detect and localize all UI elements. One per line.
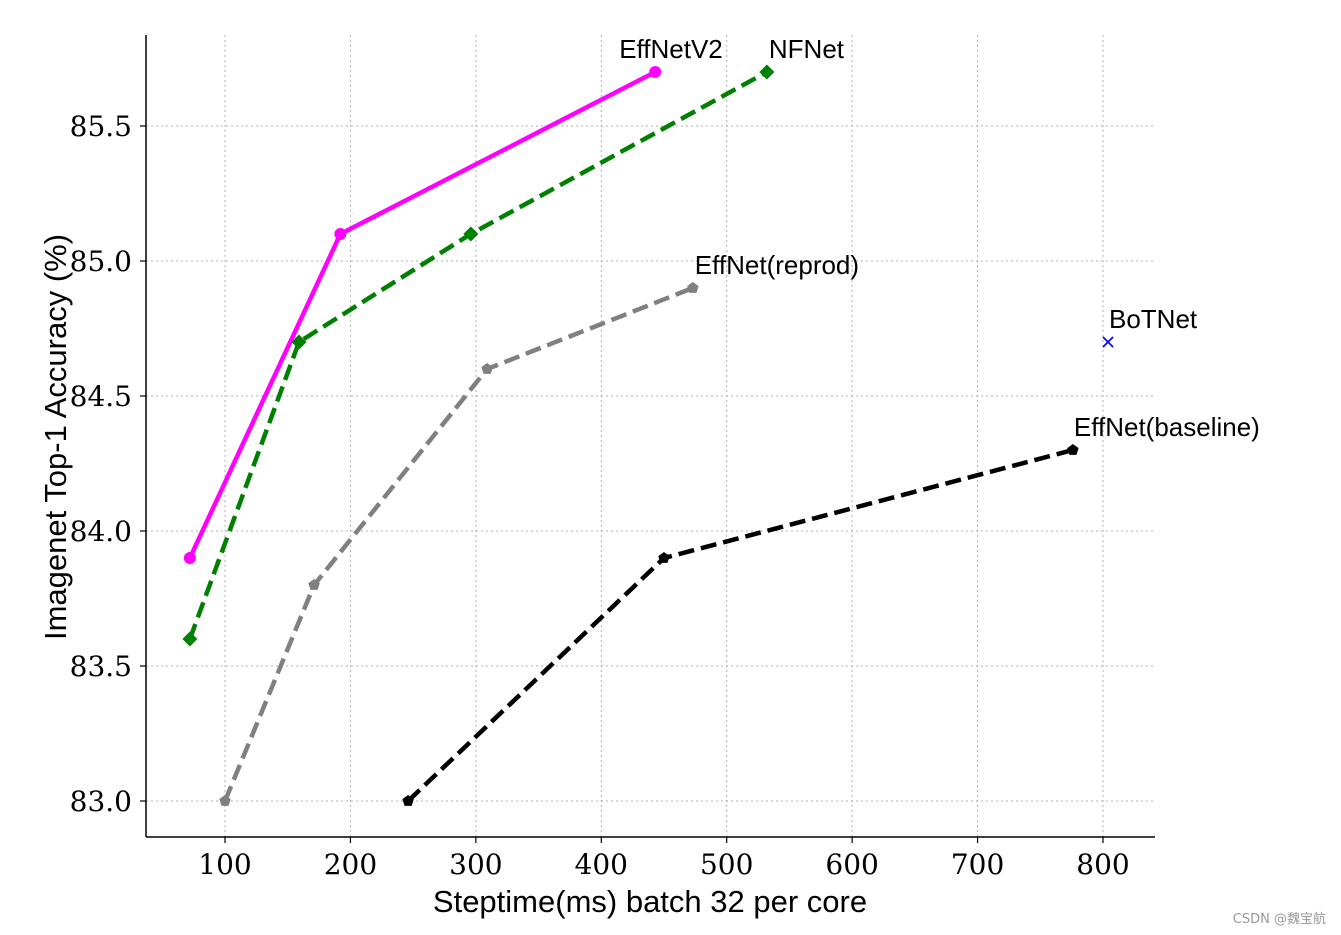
label-effnet-baseline: EffNet(baseline) xyxy=(1074,412,1260,442)
point-effnet-baseline xyxy=(658,552,670,563)
point-effnet-baseline xyxy=(402,795,414,806)
point-nfnet xyxy=(463,226,479,242)
series-effnet-reprod xyxy=(219,282,699,806)
x-tick-label: 200 xyxy=(324,848,377,881)
line-effnet-baseline xyxy=(406,447,1074,803)
y-tick-label: 84.0 xyxy=(70,515,132,548)
watermark: CSDN @魏宝航 xyxy=(1233,911,1326,927)
axes-spines xyxy=(145,35,1155,838)
point-effnetv2 xyxy=(649,66,662,78)
point-effnet-baseline xyxy=(1067,444,1079,455)
data-series xyxy=(182,64,1114,806)
point-effnetv2 xyxy=(183,552,196,564)
point-effnetv2 xyxy=(334,228,347,240)
x-tick-label: 800 xyxy=(1076,848,1129,881)
x-tick-label: 300 xyxy=(449,848,502,881)
series-effnetv2 xyxy=(183,66,662,564)
x-tick-label: 400 xyxy=(575,848,628,881)
x-axis-title: Steptime(ms) batch 32 per core xyxy=(433,884,867,919)
x-tick-label: 100 xyxy=(198,848,251,881)
point-nfnet xyxy=(182,631,198,647)
ticks: 100 200 300 400 500 600 700 800 83.0 83.5 84.0 84.5… xyxy=(70,110,1130,881)
label-effnetv2: EffNetV2 xyxy=(619,34,723,64)
label-botnet: BoTNet xyxy=(1109,304,1198,334)
point-effnet-reprod xyxy=(481,363,493,374)
series-labels: EffNetV2 NFNet EffNet(reprod) BoTNet EffNet(… xyxy=(619,34,1260,442)
series-nfnet xyxy=(182,64,775,647)
x-tick-label: 600 xyxy=(825,848,878,881)
label-nfnet: NFNet xyxy=(769,34,845,64)
point-nfnet xyxy=(759,64,775,80)
series-botnet xyxy=(1102,336,1114,348)
y-tick-label: 83.5 xyxy=(70,650,132,683)
y-tick-label: 85.0 xyxy=(70,245,132,278)
point-effnet-reprod xyxy=(308,579,320,590)
y-axis-title: Imagenet Top-1 Accuracy (%) xyxy=(38,234,73,640)
grid-lines xyxy=(146,35,1155,837)
y-tick-label: 84.5 xyxy=(70,380,132,413)
label-effnet-reprod: EffNet(reprod) xyxy=(695,250,859,280)
y-tick-label: 85.5 xyxy=(70,110,132,143)
series-effnet-baseline xyxy=(402,444,1079,806)
x-tick-label: 700 xyxy=(951,848,1004,881)
line-effnetv2 xyxy=(187,69,657,559)
point-effnet-reprod xyxy=(219,795,231,806)
y-tick-label: 83.0 xyxy=(70,785,132,818)
point-effnet-reprod xyxy=(687,282,699,293)
point-botnet xyxy=(1102,336,1114,348)
line-nfnet xyxy=(187,70,768,640)
x-tick-label: 500 xyxy=(700,848,753,881)
line-effnet-reprod xyxy=(222,285,694,802)
point-nfnet xyxy=(291,334,307,350)
